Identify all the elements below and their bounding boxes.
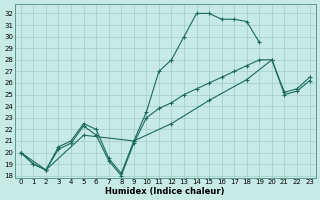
X-axis label: Humidex (Indice chaleur): Humidex (Indice chaleur) <box>106 187 225 196</box>
